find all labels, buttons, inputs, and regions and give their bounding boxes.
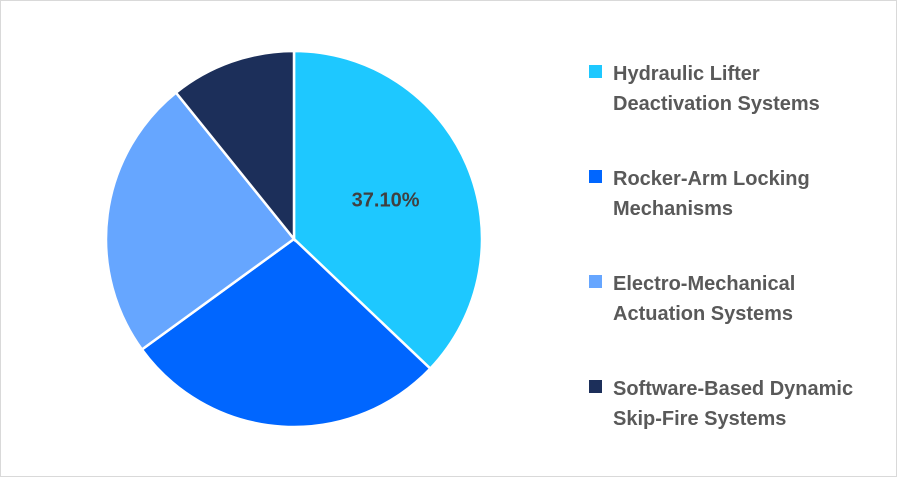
legend-label: Hydraulic Lifter Deactivation Systems [613, 63, 820, 115]
pie-slice [140, 237, 433, 429]
pie-slice [104, 90, 296, 352]
legend-label: Software-Based Dynamic Skip-Fire Systems [613, 378, 854, 430]
legend-label: Electro-Mechanical Actuation Systems [613, 273, 796, 325]
data-label: 37.10% [352, 190, 420, 212]
pie-slice [292, 49, 484, 371]
legend-swatch [589, 170, 602, 183]
legend-label: Rocker-Arm Locking Mechanisms [613, 168, 810, 220]
legend-swatch [589, 380, 602, 393]
legend-swatch [589, 65, 602, 78]
pie-slice [174, 49, 296, 243]
legend-swatch [589, 275, 602, 288]
